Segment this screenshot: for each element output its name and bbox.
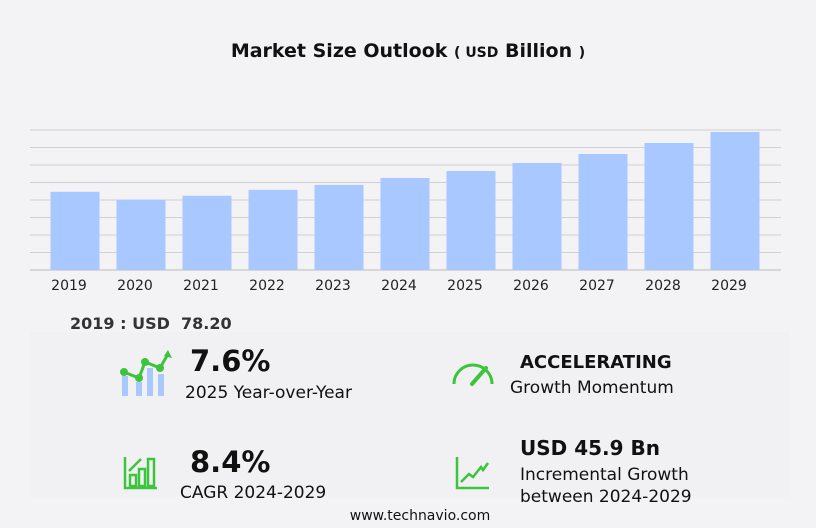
x-tick-label: 2023 bbox=[315, 278, 351, 294]
growth-chart-icon bbox=[120, 350, 172, 396]
incremental-label-1: Incremental Growth bbox=[520, 465, 689, 485]
cagr-label: CAGR 2024-2029 bbox=[180, 483, 327, 503]
bar-chart: 2019 2020 2021 2022 2023 2024 2025 2026 2027 2028… bbox=[30, 129, 781, 294]
bar-growth-icon bbox=[123, 457, 157, 490]
x-tick-label: 2028 bbox=[645, 278, 681, 294]
x-tick-label: 2021 bbox=[183, 278, 219, 294]
highlight-value: 2019 : USD 78.20 bbox=[70, 314, 232, 333]
bar-2027 bbox=[578, 154, 628, 270]
speedometer-icon bbox=[452, 363, 494, 386]
bar-2028 bbox=[644, 143, 694, 270]
bar-2024 bbox=[380, 178, 430, 270]
x-tick-label: 2020 bbox=[117, 278, 153, 294]
bar-2019 bbox=[50, 191, 100, 270]
bar-2029 bbox=[710, 132, 760, 270]
incremental-value: USD 45.9 Bn bbox=[520, 436, 660, 460]
bar-2020 bbox=[116, 199, 166, 270]
line-growth-icon bbox=[455, 457, 490, 490]
bar-2022 bbox=[248, 189, 298, 270]
footer-link[interactable]: www.technavio.com bbox=[349, 508, 491, 524]
yoy-label: 2025 Year-over-Year bbox=[185, 383, 352, 403]
cagr-value: 8.4% bbox=[190, 445, 271, 479]
bar-2023 bbox=[314, 184, 364, 270]
chart-title: Market Size Outlook ( USD Billion ) bbox=[230, 40, 586, 62]
incremental-label-2: between 2024-2029 bbox=[520, 487, 692, 507]
bar-2025 bbox=[446, 171, 496, 270]
kpi-panel bbox=[30, 332, 790, 497]
x-tick-label: 2019 bbox=[51, 278, 87, 294]
x-tick-label: 2025 bbox=[447, 278, 483, 294]
x-tick-label: 2029 bbox=[711, 278, 747, 294]
momentum-value: ACCELERATING bbox=[520, 352, 672, 373]
momentum-label: Growth Momentum bbox=[510, 378, 674, 398]
x-tick-label: 2026 bbox=[513, 278, 549, 294]
bar-2026 bbox=[512, 163, 562, 270]
yoy-value: 7.6% bbox=[190, 344, 271, 378]
x-tick-label: 2027 bbox=[579, 278, 615, 294]
x-tick-label: 2022 bbox=[249, 278, 285, 294]
x-tick-label: 2024 bbox=[381, 278, 417, 294]
bar-2021 bbox=[182, 195, 232, 270]
